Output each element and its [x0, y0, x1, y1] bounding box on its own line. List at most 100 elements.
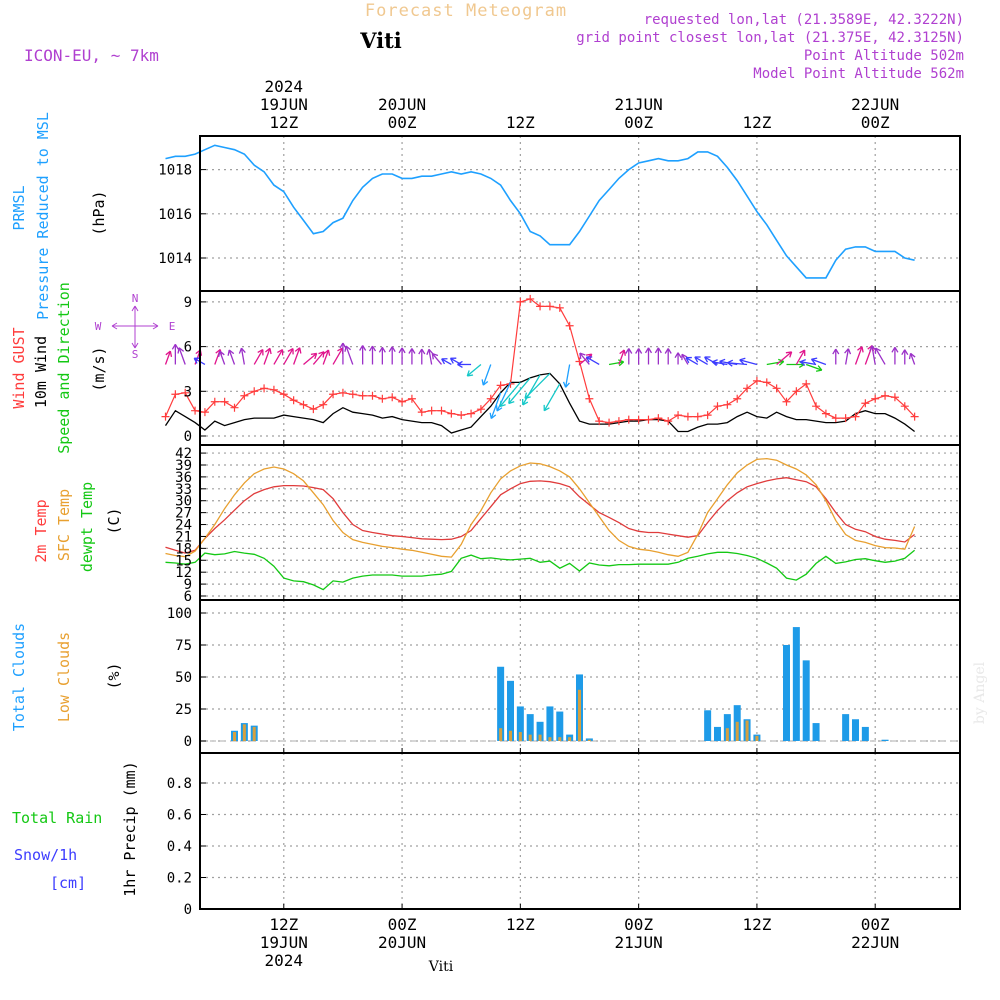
wind-arrow-shaft: [441, 358, 452, 366]
sfc-label: SFC Temp: [55, 489, 73, 561]
pressure-name2: Pressure Reduced to MSL: [34, 112, 52, 320]
low-cloud-bar: [538, 734, 542, 741]
wind-arrow-head: [495, 405, 503, 412]
total-cloud-bar: [546, 706, 554, 741]
wind-arrow-shaft: [712, 361, 728, 366]
wind-arrow-head: [287, 347, 294, 355]
wind-arrow-head: [408, 348, 416, 354]
wind-arrow: [644, 347, 653, 365]
total-cloud-bar: [842, 714, 850, 741]
gust-marker: [536, 302, 545, 311]
wind-arrow: [273, 349, 284, 365]
wind-arrow-head: [635, 348, 643, 354]
gust-marker: [319, 400, 328, 409]
wind-arrow-head: [227, 349, 235, 356]
wind-arrow-shaft: [263, 348, 271, 365]
wind-arrow-shaft: [854, 346, 863, 365]
wind-arrow: [635, 348, 643, 365]
gust-marker: [348, 390, 357, 399]
wind-arrow-head: [874, 347, 881, 354]
gust-marker: [437, 406, 446, 415]
gust-marker: [644, 415, 653, 424]
pressure-name1: PRMSL: [10, 185, 28, 230]
wind-arrow: [466, 363, 482, 377]
y-tick-label: 0.8: [167, 776, 192, 792]
wind-arrow-shaft: [795, 349, 806, 365]
wind-arrow-shaft: [240, 348, 245, 365]
top-time-label: 12Z: [269, 113, 298, 132]
wind-arrow: [495, 382, 512, 412]
wind-arrow-head: [522, 399, 529, 406]
low-cloud-bar: [568, 737, 572, 741]
footer-location: Viti: [428, 959, 454, 975]
wind-arrow-head: [481, 379, 489, 386]
y-tick-label: 33: [175, 482, 192, 498]
gust-marker: [851, 412, 860, 421]
pressure-line: [165, 144, 915, 279]
gust-marker: [683, 412, 692, 421]
wind-arrow-head: [238, 347, 246, 354]
wind-arrow-head: [165, 350, 173, 357]
gust-marker: [299, 400, 308, 409]
wind-arrow: [218, 350, 226, 365]
wind-arrow: [368, 345, 377, 365]
gust-marker: [230, 403, 239, 412]
sfc-temp-line: [165, 457, 916, 558]
wind-arrow-head: [704, 356, 711, 363]
wind-arrow-head: [359, 345, 367, 351]
wind-arrow-head: [388, 346, 396, 353]
top-time-label: 19JUN: [260, 95, 308, 114]
requested-coords: requested lon,lat (21.3589E, 42.3222N): [644, 12, 964, 28]
wind-arrow: [481, 364, 492, 386]
wind-arrow-head: [344, 345, 352, 352]
compass-n: N: [132, 292, 139, 305]
gust-marker: [861, 399, 870, 408]
gust-marker: [240, 391, 249, 400]
gust-marker: [614, 417, 623, 426]
wind-arrow-head: [654, 347, 662, 354]
wind-arrow-head: [727, 359, 734, 367]
wind-arrow-shaft: [482, 364, 492, 386]
gust-marker: [171, 390, 180, 399]
wind-arrow-shaft: [811, 358, 827, 366]
gust-marker: [821, 409, 830, 418]
wind-arrow-shaft: [586, 356, 600, 366]
pressure-panel-labels: PRMSL Pressure Reduced to MSL (hPa): [10, 112, 108, 320]
wind-arrow-shaft: [685, 357, 699, 366]
wind-arrow: [171, 343, 179, 365]
wind-arrow: [339, 342, 347, 365]
wind-arrow: [739, 357, 758, 366]
wind-arrow-head: [562, 381, 570, 388]
wind-arrow-shaft: [681, 353, 689, 365]
gust-marker: [250, 387, 259, 396]
gust-marker: [624, 415, 633, 424]
total-cloud-bar: [497, 666, 505, 741]
wind10-label: 10m Wind: [32, 336, 50, 408]
gust-marker: [900, 402, 909, 411]
wind-arrow-shaft: [293, 347, 301, 365]
wind-arrow-head: [785, 351, 793, 358]
wind-arrow-shaft: [800, 361, 817, 366]
data-layer: [161, 144, 960, 910]
wind-arrow-head: [441, 358, 448, 365]
gust-marker: [161, 412, 170, 421]
wind-arrow-shaft: [618, 349, 625, 365]
wind-arrow: [408, 348, 416, 365]
wind-unit: (m/s): [90, 346, 108, 391]
wind-arrow-head: [499, 400, 506, 408]
grid-layer: [200, 136, 960, 910]
wind-arrow: [654, 347, 662, 365]
wind-arrow: [263, 347, 272, 365]
t2m-line: [165, 477, 915, 554]
gust-marker: [654, 414, 663, 423]
wind-arrow-shaft: [283, 348, 294, 365]
wind-arrow-head: [815, 365, 823, 372]
wind-arrow-head: [719, 358, 726, 366]
wind-arrow: [869, 345, 877, 365]
top-time-label: 22JUN: [851, 95, 899, 114]
wind-arrow-head: [426, 348, 434, 355]
gust-marker: [831, 414, 840, 423]
wind-arrow: [164, 350, 173, 365]
wind-arrow-head: [799, 349, 806, 356]
